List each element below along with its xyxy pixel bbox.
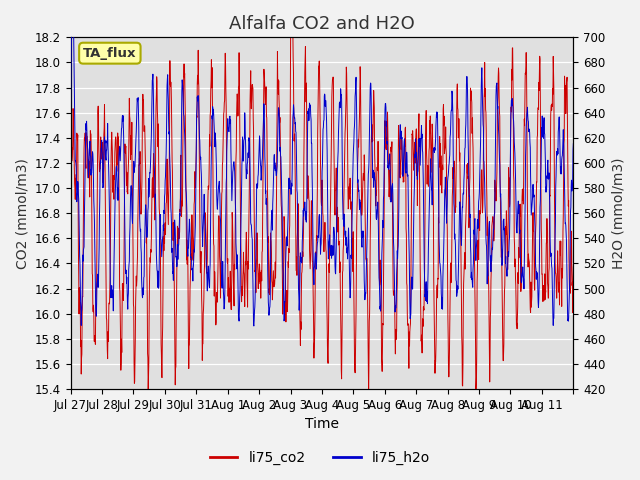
Y-axis label: H2O (mmol/m3): H2O (mmol/m3) [611,157,625,269]
Legend: li75_co2, li75_h2o: li75_co2, li75_h2o [204,445,436,471]
Text: TA_flux: TA_flux [83,47,136,60]
Y-axis label: CO2 (mmol/m3): CO2 (mmol/m3) [15,158,29,269]
Title: Alfalfa CO2 and H2O: Alfalfa CO2 and H2O [229,15,415,33]
X-axis label: Time: Time [305,418,339,432]
